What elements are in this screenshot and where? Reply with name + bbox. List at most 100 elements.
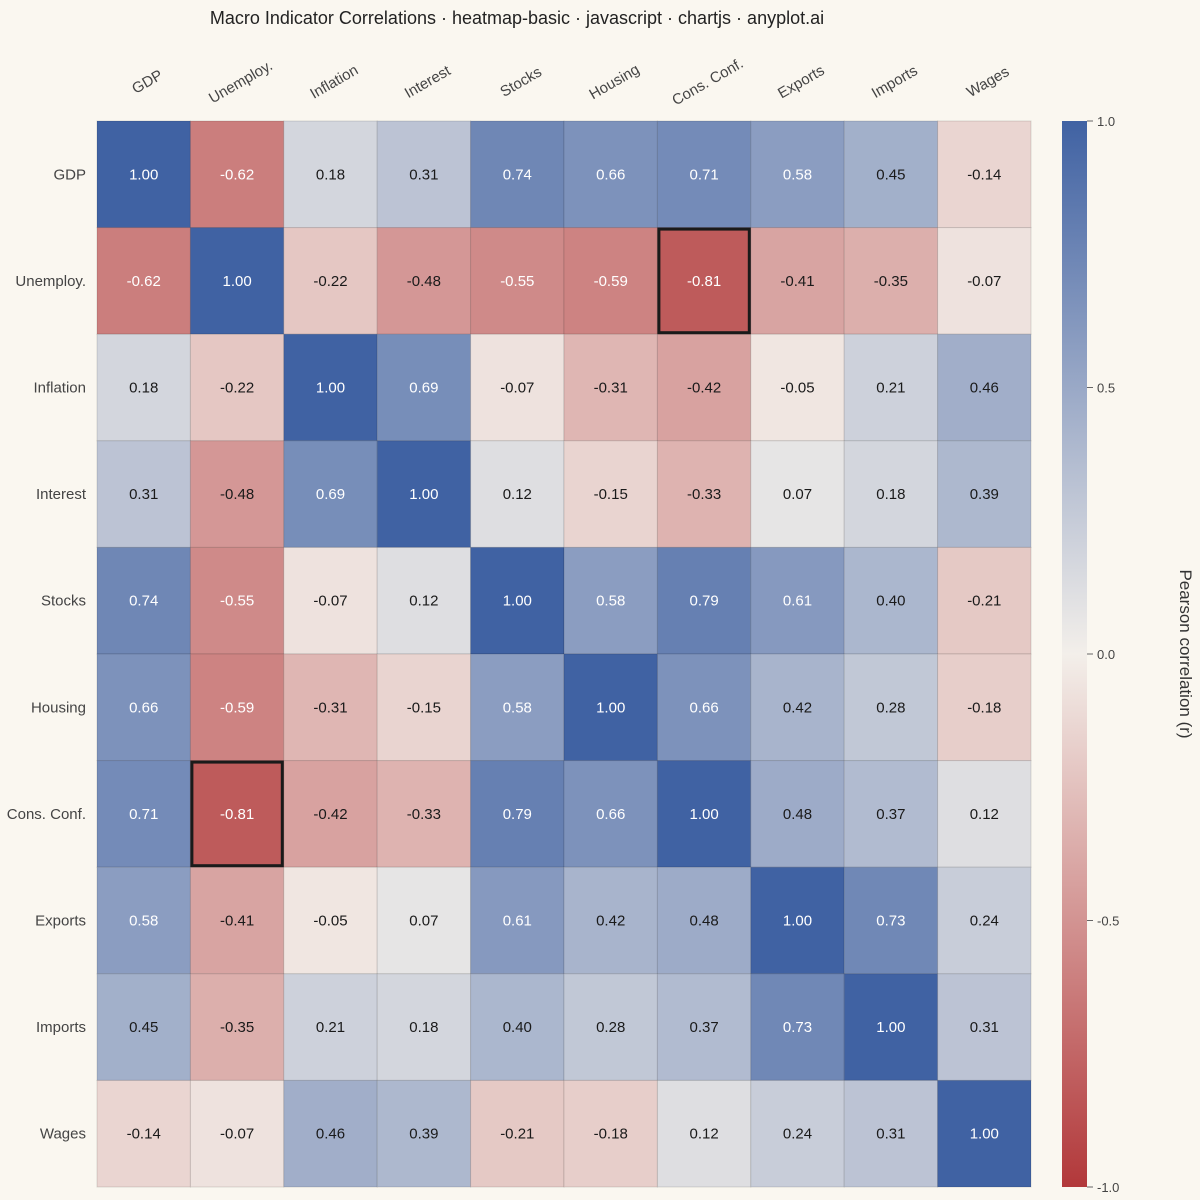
cell-value-label: 0.12 xyxy=(689,1126,718,1143)
heatmap-cell xyxy=(563,546,658,655)
heatmap-cell xyxy=(189,866,285,975)
heatmap-cell xyxy=(470,227,565,335)
cell-value-label: 0.40 xyxy=(503,1019,532,1036)
heatmap-cell xyxy=(563,866,658,975)
cell-value-label: 1.00 xyxy=(596,699,625,716)
colorbar-tick-label: 0.5 xyxy=(1097,381,1115,396)
cell-value-label: 0.12 xyxy=(409,593,438,610)
cell-value-label: -0.15 xyxy=(594,486,628,503)
cell-value-label: 0.46 xyxy=(970,380,999,397)
chart-title: Macro Indicator Correlations · heatmap-b… xyxy=(209,8,825,28)
heatmap-cell xyxy=(937,973,1032,1081)
row-labels: GDP Unemploy. Inflation Interest Stocks Housi… xyxy=(7,166,87,1142)
heatmap-cell xyxy=(937,227,1032,335)
heatmap-cell xyxy=(656,1079,752,1188)
cell-value-label: 0.12 xyxy=(970,806,999,823)
cell-value-label: 0.48 xyxy=(689,913,718,930)
column-label: Interest xyxy=(402,62,455,102)
row-label: Imports xyxy=(36,1019,86,1036)
cell-value-label: 0.21 xyxy=(316,1019,345,1036)
cell-value-label: 0.18 xyxy=(409,1019,438,1036)
column-label: Unemploy. xyxy=(206,57,276,107)
heatmap-cell xyxy=(283,333,378,442)
heatmap-cell xyxy=(189,1079,285,1188)
heatmap-cell xyxy=(937,760,1032,868)
heatmap-cell xyxy=(750,760,845,868)
highlight-border xyxy=(190,760,284,868)
heatmap-cell xyxy=(656,440,752,548)
heatmap-cell xyxy=(470,1079,565,1188)
cell-value-label: -0.15 xyxy=(407,699,441,716)
cell-value-label: 1.00 xyxy=(503,593,532,610)
heatmap-cell xyxy=(283,546,378,655)
cell-value-label: 0.61 xyxy=(503,913,532,930)
cell-value-label: -0.59 xyxy=(220,699,254,716)
cell-value-label: -0.22 xyxy=(313,273,347,290)
heatmap-cell xyxy=(96,866,191,975)
heatmap-cell xyxy=(376,333,472,442)
heatmap-cell xyxy=(750,1079,845,1188)
colorbar-tick-label: -1.0 xyxy=(1097,1180,1119,1195)
heatmap-cell xyxy=(189,333,285,442)
cell-value-label: 0.71 xyxy=(689,166,718,183)
cell-value-label: 0.48 xyxy=(783,806,812,823)
heatmap-cell xyxy=(937,440,1032,548)
cell-value-label: 0.24 xyxy=(970,913,999,930)
heatmap-cell xyxy=(283,227,378,335)
heatmap-cell xyxy=(750,653,845,762)
cell-value-label: 0.42 xyxy=(596,913,625,930)
cell-value-label: 1.00 xyxy=(783,913,812,930)
row-label: Cons. Conf. xyxy=(7,806,86,823)
heatmap-cell xyxy=(937,546,1032,655)
cell-value-label: -0.35 xyxy=(874,273,908,290)
column-labels: GDP Unemploy. Inflation Interest Stocks Housi… xyxy=(129,55,1012,109)
cell-value-label: 0.31 xyxy=(970,1019,999,1036)
cell-value-label: 1.00 xyxy=(316,380,345,397)
cell-value-label: 0.66 xyxy=(129,699,158,716)
cell-value-label: 0.07 xyxy=(783,486,812,503)
heatmap-cell xyxy=(750,120,845,229)
cell-value-label: 0.66 xyxy=(596,806,625,823)
cell-value-label: 0.66 xyxy=(689,699,718,716)
cell-value-label: 0.69 xyxy=(316,486,345,503)
cell-value-label: 0.37 xyxy=(689,1019,718,1036)
heatmap-cell xyxy=(470,866,565,975)
cell-value-label: -0.48 xyxy=(220,486,254,503)
heatmap-cell xyxy=(376,227,472,335)
colorbar-gradient xyxy=(1062,121,1087,1187)
heatmap-cell xyxy=(563,760,658,868)
heatmap-cell xyxy=(656,333,752,442)
heatmap-cell xyxy=(189,653,285,762)
cell-value-label: 0.21 xyxy=(876,380,905,397)
heatmap-cell xyxy=(96,653,191,762)
cell-value-label: -0.33 xyxy=(407,806,441,823)
cell-value-label: -0.18 xyxy=(594,1126,628,1143)
heatmap-cell xyxy=(189,440,285,548)
cell-value-label: 0.37 xyxy=(876,806,905,823)
cell-value-label: -0.31 xyxy=(594,380,628,397)
cell-value-label: -0.42 xyxy=(687,380,721,397)
heatmap-cell xyxy=(750,227,845,335)
heatmap-cell xyxy=(563,440,658,548)
cell-value-label: -0.81 xyxy=(220,806,254,823)
heatmap-cell xyxy=(96,760,191,868)
cell-value-label: 0.61 xyxy=(783,593,812,610)
cell-value-label: -0.07 xyxy=(220,1126,254,1143)
row-label: Wages xyxy=(40,1126,86,1143)
cell-value-label: -0.81 xyxy=(687,273,721,290)
heatmap-cell xyxy=(843,333,939,442)
cell-value-label: -0.35 xyxy=(220,1019,254,1036)
heatmap-cell xyxy=(189,973,285,1081)
heatmap-cell xyxy=(376,120,472,229)
heatmap-cell xyxy=(750,440,845,548)
cell-value-label: -0.05 xyxy=(313,913,347,930)
heatmap-cell xyxy=(189,546,285,655)
heatmap-cell xyxy=(843,440,939,548)
cell-value-label: -0.48 xyxy=(407,273,441,290)
highlight-border xyxy=(657,227,751,335)
heatmap-cell xyxy=(283,653,378,762)
cell-value-label: -0.07 xyxy=(967,273,1001,290)
cell-value-label: 0.42 xyxy=(783,699,812,716)
row-label: Unemploy. xyxy=(15,273,86,290)
heatmap-cell xyxy=(96,227,191,335)
